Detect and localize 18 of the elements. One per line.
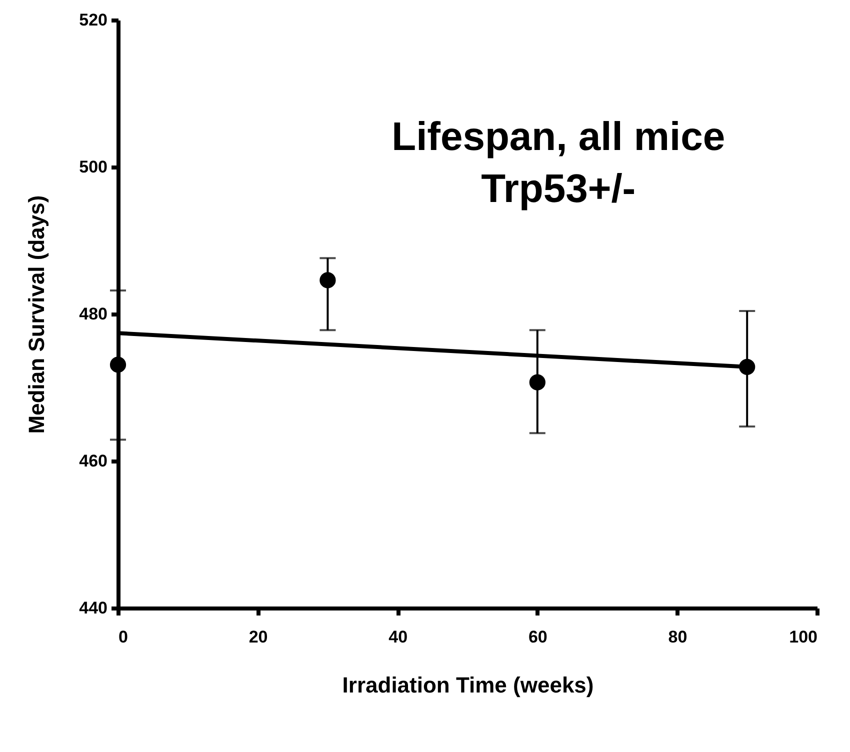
x-tick-label: 80: [668, 628, 688, 646]
y-tick-label: 500: [79, 158, 108, 176]
x-tick-label: 100: [789, 628, 818, 646]
x-axis-title: Irradiation Time (weeks): [342, 672, 594, 698]
annotation: Trp53+/-: [481, 167, 636, 211]
y-axis-title: Median Survival (days): [24, 195, 50, 434]
y-tick-label: 520: [79, 10, 108, 30]
y-tick-label: 460: [79, 452, 108, 470]
point: [529, 374, 546, 390]
y-tick-label: 480: [79, 304, 108, 324]
x-tick-label: 0: [118, 628, 128, 646]
y-tick-label: 440: [79, 598, 108, 618]
point: [320, 272, 336, 288]
x-tick-label: 60: [528, 628, 548, 646]
x-tick-label: 40: [388, 628, 408, 646]
annotation: Lifespan, all mice: [392, 115, 726, 159]
x-tick-label: 20: [248, 628, 268, 646]
point: [110, 356, 126, 373]
